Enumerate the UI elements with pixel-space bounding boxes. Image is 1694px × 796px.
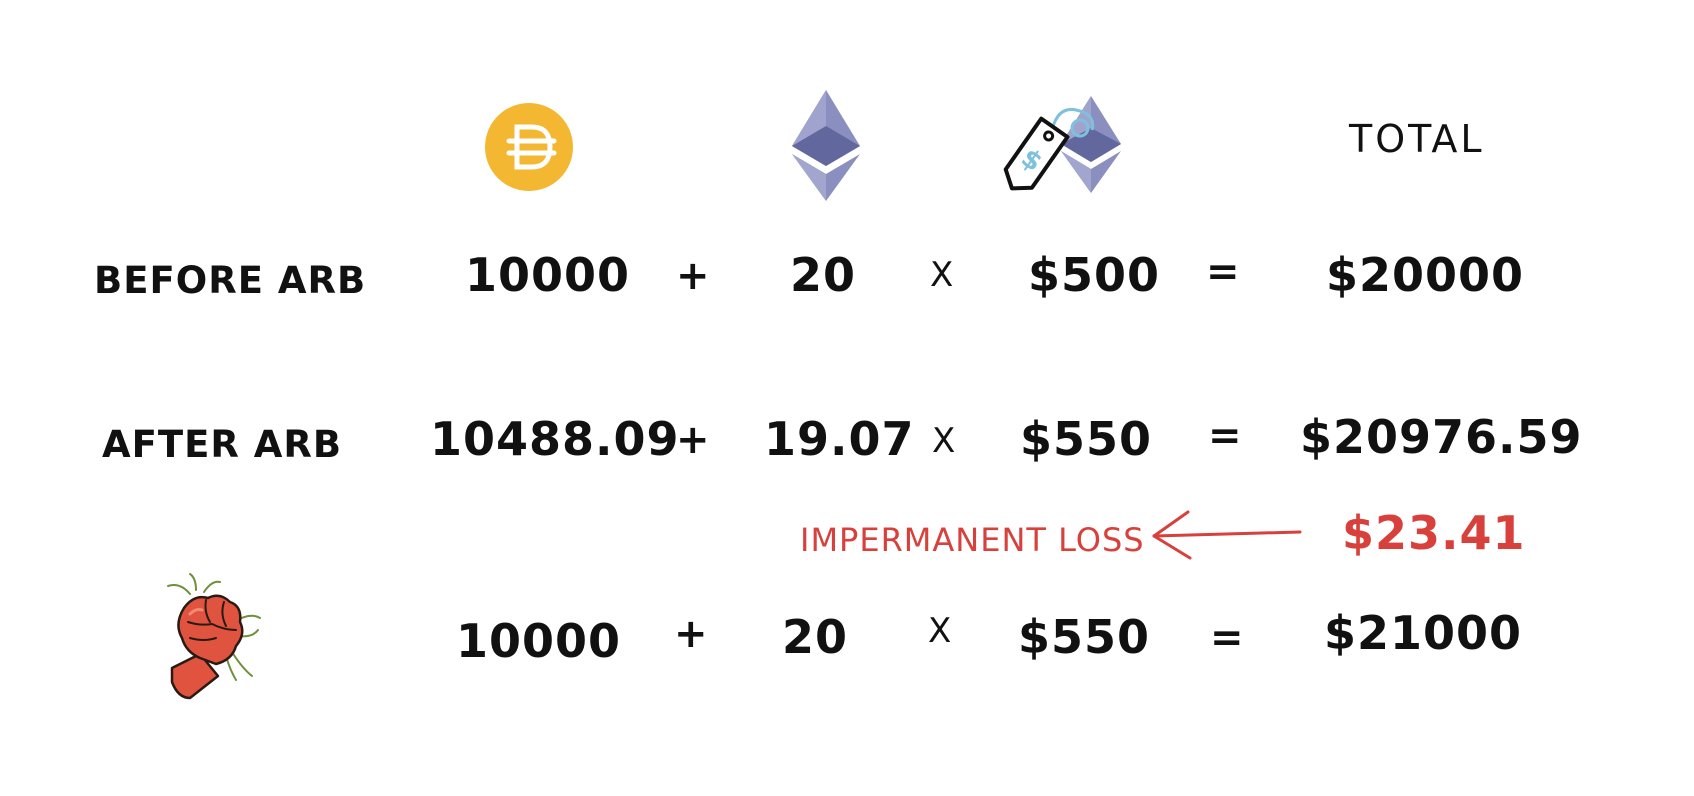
row-label-after-arb: AFTER ARB — [102, 423, 343, 466]
eth-price: $500 — [1028, 248, 1161, 302]
total-header: TOTAL — [1349, 117, 1485, 161]
equals-operator: = — [1210, 615, 1244, 661]
times-operator: X — [932, 421, 956, 461]
dai-amount: 10000 — [456, 614, 622, 668]
eth-amount: 20 — [782, 610, 849, 664]
eth-price: $550 — [1018, 610, 1151, 664]
dai-amount: 10488.09 — [430, 412, 680, 466]
impermanent-loss-value: $23.41 — [1342, 506, 1526, 560]
plus-operator: + — [676, 417, 710, 463]
dai-coin-icon — [484, 102, 574, 192]
eth-amount: 19.07 — [764, 412, 915, 466]
equals-operator: = — [1208, 413, 1242, 459]
plus-operator: + — [676, 253, 710, 299]
total-value: $20976.59 — [1300, 410, 1583, 464]
ethereum-icon — [790, 88, 862, 203]
row-label-before-arb: BEFORE ARB — [94, 259, 367, 302]
plus-operator: + — [674, 611, 708, 657]
total-value: $21000 — [1324, 606, 1523, 660]
left-arrow-icon — [1148, 508, 1308, 564]
price-tag-ethereum-icon: $ — [996, 92, 1126, 200]
raised-fist-icon — [160, 572, 264, 702]
eth-price: $550 — [1020, 412, 1153, 466]
equals-operator: = — [1206, 249, 1240, 295]
times-operator: X — [928, 611, 952, 651]
dai-amount: 10000 — [465, 248, 631, 302]
eth-amount: 20 — [790, 248, 857, 302]
total-value: $20000 — [1326, 248, 1525, 302]
impermanent-loss-label: IMPERMANENT LOSS — [800, 521, 1145, 559]
times-operator: X — [930, 255, 954, 295]
